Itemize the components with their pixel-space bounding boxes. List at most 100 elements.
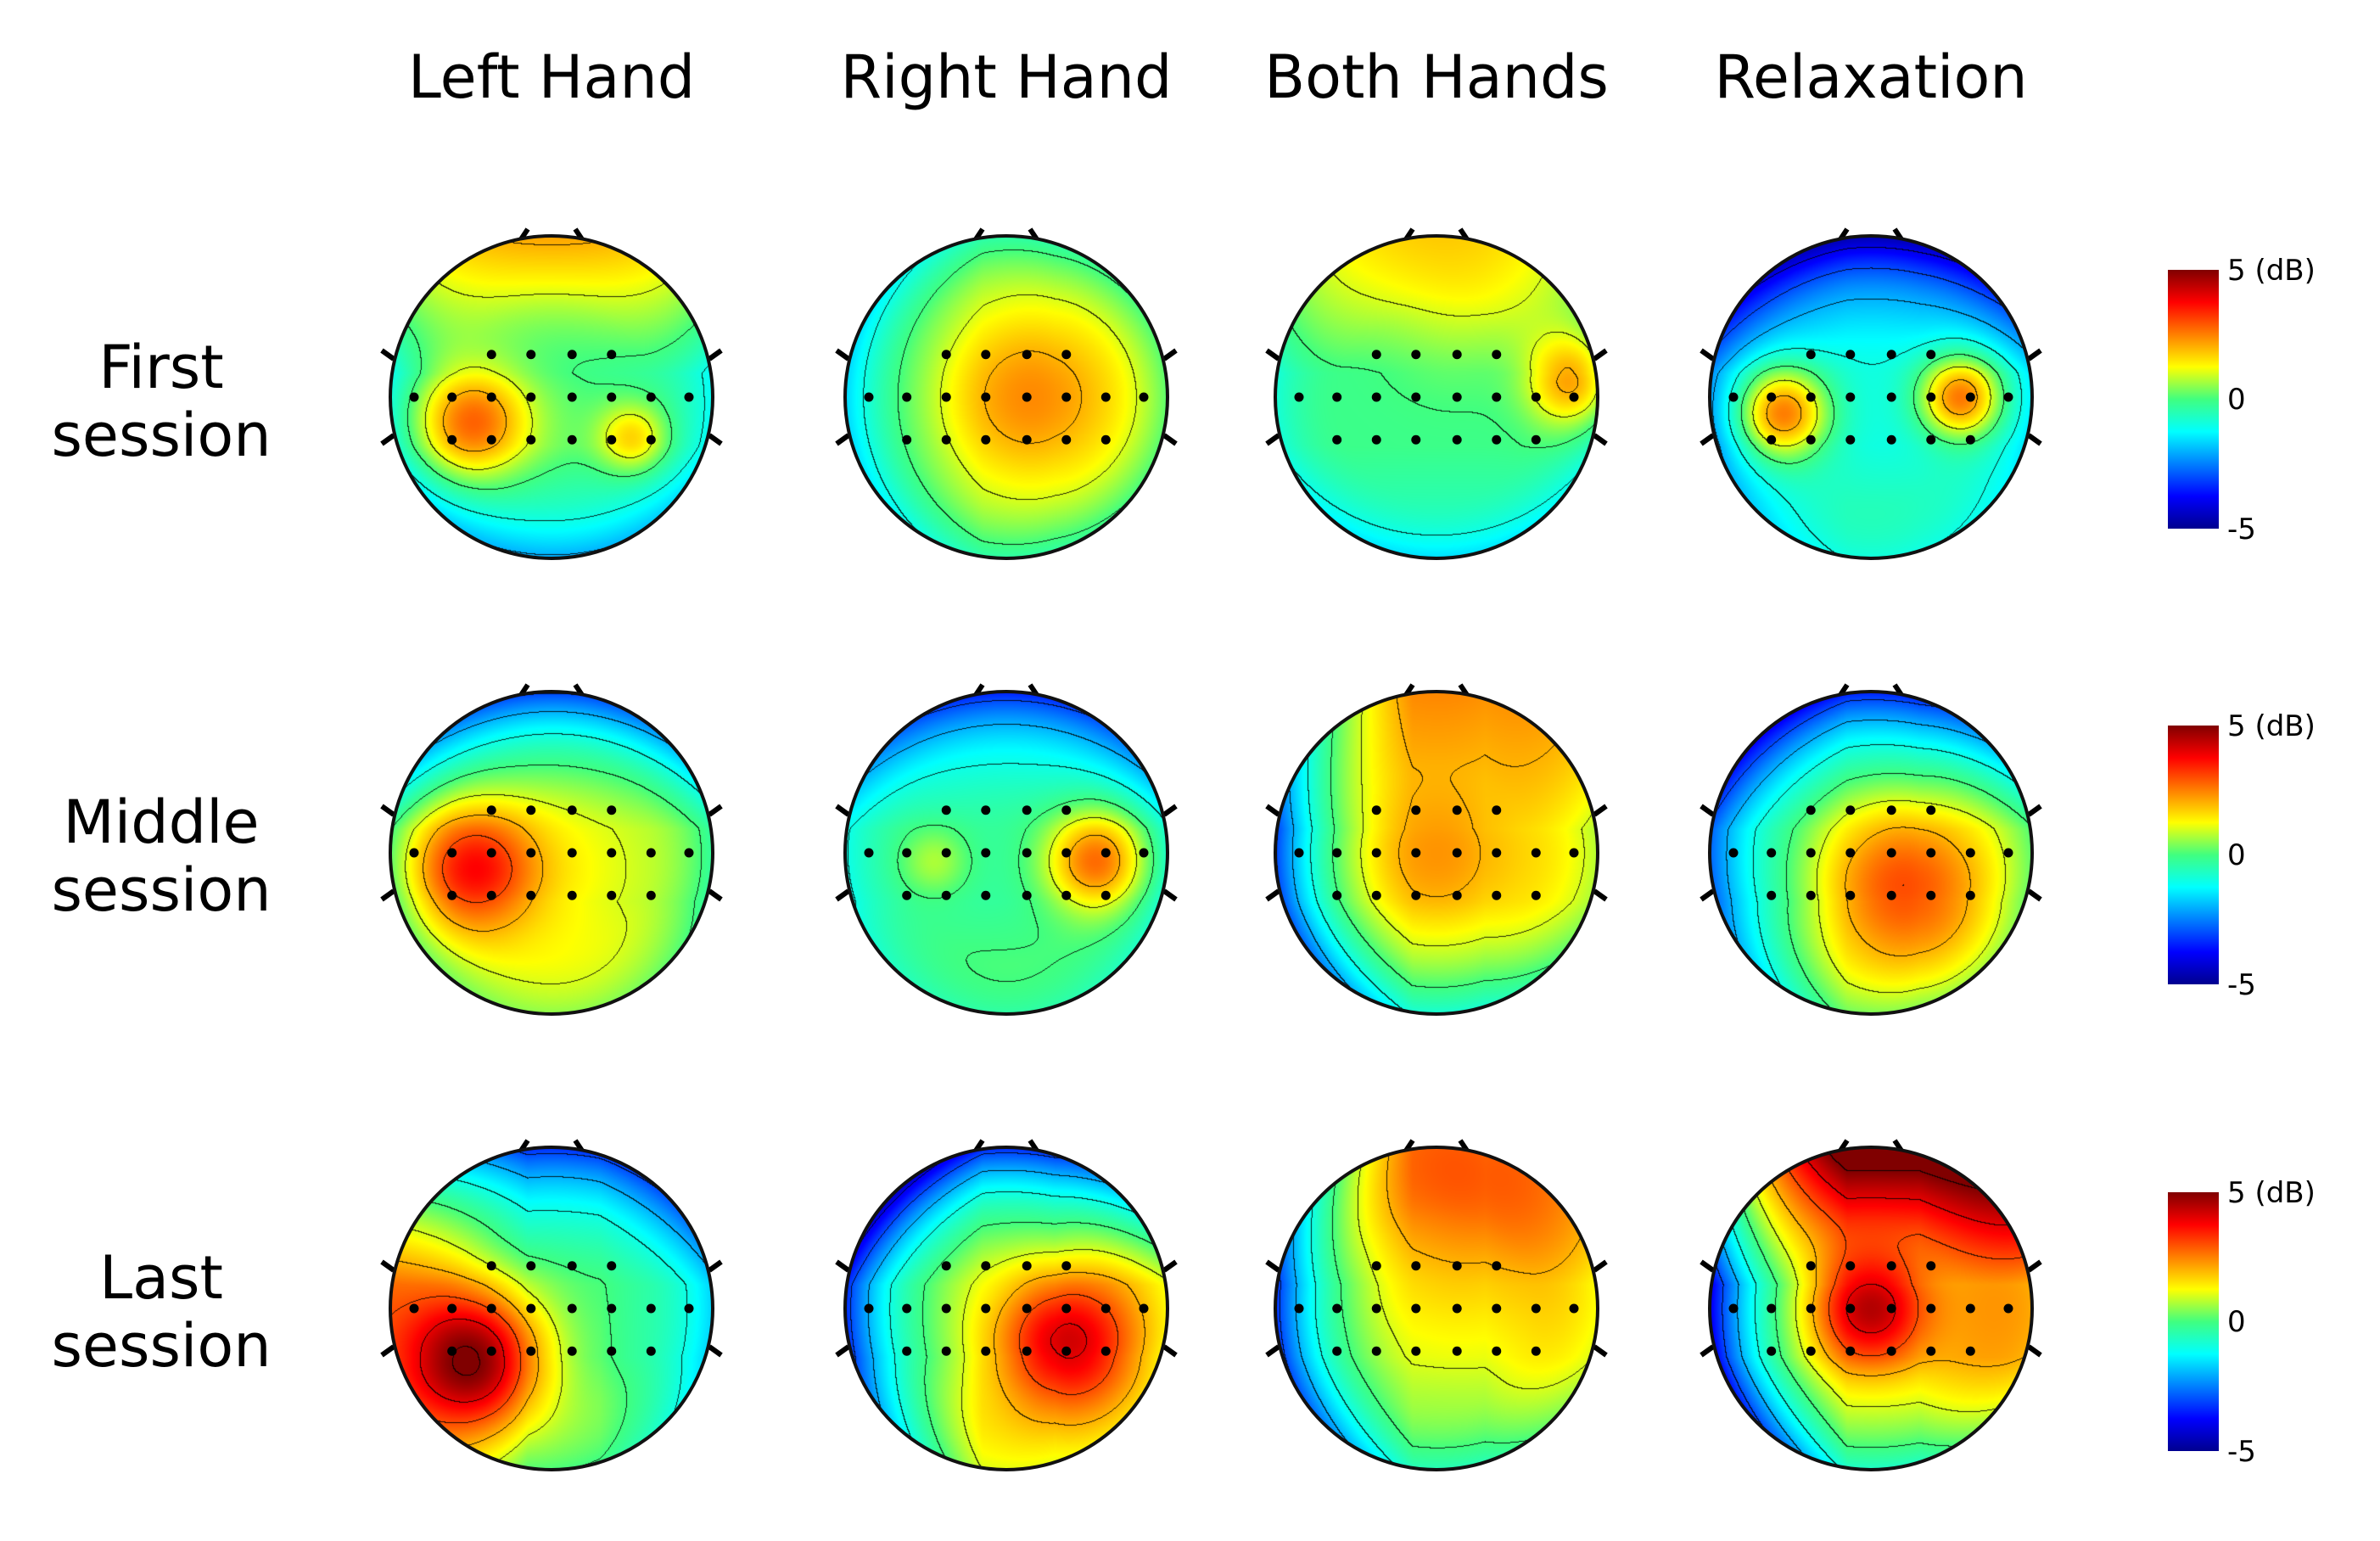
electrode-dot [1022, 392, 1032, 402]
electrode-dot [1452, 890, 1462, 900]
electrode-dot [1332, 392, 1342, 402]
head-outline [1274, 234, 1599, 560]
electrode-dot [1061, 890, 1072, 900]
colorbar-last-session: 5 (dB) 0 -5 [2168, 1176, 2316, 1469]
electrode-dot [409, 392, 419, 402]
electrode-dot [1965, 1346, 1975, 1356]
electrode-dot [1965, 848, 1975, 858]
topo-heatmap [845, 1147, 1168, 1470]
electrode-dot [1845, 805, 1856, 815]
electrode-dot [1061, 350, 1072, 360]
electrode-dot [607, 805, 617, 815]
electrode-dot [1845, 890, 1856, 900]
electrode-dot [1492, 1346, 1502, 1356]
electrode-dot [526, 848, 536, 858]
electrode-dot [1569, 1303, 1579, 1314]
electrode-dot [1886, 392, 1896, 402]
electrode-dot [1452, 392, 1462, 402]
electrode-dot [1492, 890, 1502, 900]
colorbar-mid-label: 0 [2227, 383, 2246, 417]
electrode-dot [1411, 1346, 1421, 1356]
electrode-dot [864, 1303, 874, 1314]
electrode-dot [2003, 848, 2013, 858]
topo-heatmap [1275, 236, 1598, 558]
ear-markers [1700, 1259, 2042, 1358]
electrode-dot [1411, 350, 1421, 360]
electrode-dot [447, 392, 457, 402]
electrode-dot [1061, 392, 1072, 402]
electrode-dot [902, 890, 912, 900]
electrode-dot [1452, 848, 1462, 858]
electrode-dot [1965, 890, 1975, 900]
electrode-dot [1139, 848, 1149, 858]
electrode-dot [902, 434, 912, 445]
electrode-dot [1061, 1346, 1072, 1356]
electrode-dot [1886, 350, 1896, 360]
electrode-dot [1332, 1303, 1342, 1314]
electrode-dot [1926, 1346, 1936, 1356]
electrode-dot [1806, 1346, 1816, 1356]
electrode-dot [1569, 392, 1579, 402]
electrode-dot [1452, 1261, 1462, 1271]
electrode-dot [941, 1261, 951, 1271]
topo-map-left-hand-middle [380, 683, 723, 1016]
electrode-dot [567, 434, 577, 445]
electrode-dot [1531, 890, 1541, 900]
electrode-dot [486, 890, 496, 900]
topo-map-right-hand-middle [835, 683, 1178, 1016]
electrode-dot [1845, 1261, 1856, 1271]
topo-heatmap [1710, 236, 2032, 558]
electrode-dot [1411, 1303, 1421, 1314]
head-outline [389, 234, 714, 560]
electrode-dot [2003, 1303, 2013, 1314]
electrode-dot [1022, 1261, 1032, 1271]
electrode-dot [1411, 890, 1421, 900]
electrode-dot [409, 1303, 419, 1314]
topo-map-right-hand-last [835, 1139, 1178, 1471]
head-outline [1274, 690, 1599, 1016]
colorbar-mid-label: 0 [2227, 838, 2246, 872]
electrode-dot [981, 392, 991, 402]
electrode-dot [1371, 1303, 1381, 1314]
topo-map-relaxation-first [1700, 227, 2042, 560]
ear-markers [380, 1259, 723, 1358]
column-title-left-hand: Left Hand [408, 42, 695, 112]
colorbar-max-label: 5 (dB) [2227, 1176, 2316, 1210]
electrode-dot [607, 1303, 617, 1314]
electrode-dot [1452, 434, 1462, 445]
topo-map-both-hands-middle [1265, 683, 1608, 1016]
electrode-dot [1452, 1303, 1462, 1314]
head-outline [1708, 234, 2034, 560]
electrode-dot [1371, 1346, 1381, 1356]
electrode-dot [1411, 392, 1421, 402]
electrode-dot [1767, 848, 1777, 858]
electrode-dot [1886, 805, 1896, 815]
electrode-dot [1806, 848, 1816, 858]
electrode-dot [981, 890, 991, 900]
electrode-dot [684, 848, 694, 858]
electrode-dot [1886, 434, 1896, 445]
ear-markers [1700, 804, 2042, 902]
electrode-dot [1294, 848, 1304, 858]
electrode-dot [1139, 392, 1149, 402]
electrode-dot [1332, 434, 1342, 445]
electrode-dot [1100, 1303, 1111, 1314]
electrode-dot [1965, 434, 1975, 445]
electrode-dot [1411, 434, 1421, 445]
electrode-dot [526, 392, 536, 402]
electrode-dot [1061, 805, 1072, 815]
colorbar-middle-session: 5 (dB) 0 -5 [2168, 709, 2316, 1002]
electrode-dot [1806, 350, 1816, 360]
electrode-dot [646, 890, 656, 900]
colorbar-mid-label: 0 [2227, 1305, 2246, 1339]
electrode-dot [1531, 392, 1541, 402]
topo-map-right-hand-first [835, 227, 1178, 560]
electrode-dot [1492, 805, 1502, 815]
electrode-dot [1294, 392, 1304, 402]
ear-markers [835, 804, 1178, 902]
head-outline [389, 1146, 714, 1471]
electrode-dot [981, 1346, 991, 1356]
colorbar-first-session: 5 (dB) 0 -5 [2168, 254, 2316, 546]
topo-heatmap [390, 692, 713, 1014]
electrode-dot [567, 1346, 577, 1356]
